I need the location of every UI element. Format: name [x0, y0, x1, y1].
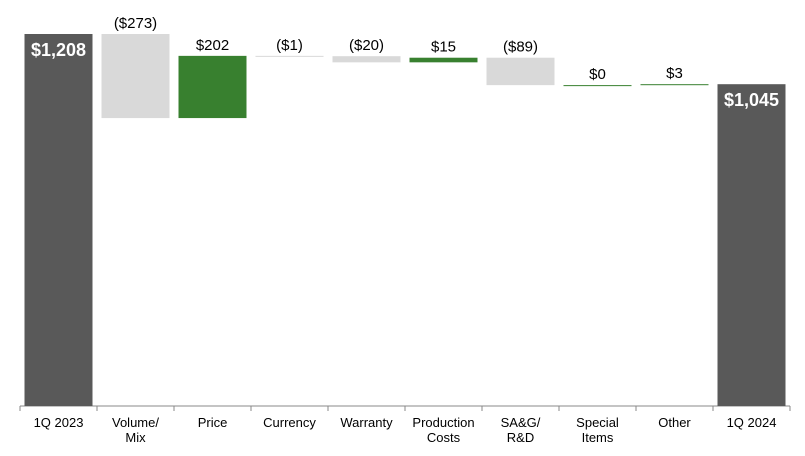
bar: [255, 55, 324, 57]
value-label: $1,208: [31, 40, 86, 60]
value-label: $0: [589, 66, 606, 83]
value-label: $3: [666, 65, 683, 82]
bar: [563, 85, 632, 87]
value-label: $1,045: [724, 90, 779, 110]
bar: [101, 34, 170, 119]
x-tick-label: Other: [658, 415, 691, 430]
bar: [332, 56, 401, 63]
value-label: ($273): [114, 15, 157, 32]
x-tick-label: SA&G/R&D: [501, 415, 541, 445]
x-tick-label: Warranty: [340, 415, 393, 430]
bar: [640, 84, 709, 86]
bar: [486, 57, 555, 86]
x-tick-label: Currency: [263, 415, 316, 430]
x-tick-label: Price: [198, 415, 228, 430]
value-label: ($1): [276, 37, 303, 54]
x-tick-label: Production Costs: [412, 415, 474, 445]
value-label: $15: [431, 39, 456, 56]
x-tick-label: Special Items: [576, 415, 619, 445]
x-tick-label: 1Q 2023: [34, 415, 84, 430]
bar: [24, 34, 93, 406]
x-tick-label: 1Q 2024: [727, 415, 777, 430]
value-label: ($20): [349, 37, 384, 54]
bar: [717, 84, 786, 406]
x-tick-label: Volume/Mix: [112, 415, 159, 445]
value-label: $202: [196, 37, 229, 54]
bar: [409, 57, 478, 63]
value-label: ($89): [503, 39, 538, 56]
bar: [178, 55, 247, 119]
